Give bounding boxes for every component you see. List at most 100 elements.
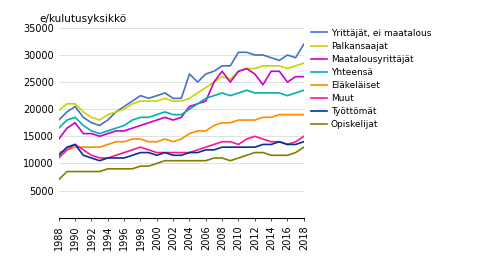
Palkansaajat xyxy=(260,64,266,68)
Opiskelijat xyxy=(236,156,242,160)
Eläkeläiset xyxy=(195,129,200,133)
Yhteensä xyxy=(252,91,258,95)
Eläkeläiset xyxy=(260,116,266,119)
Yhteensä xyxy=(276,91,282,95)
Maatalousyrittäjät xyxy=(252,72,258,76)
Opiskelijat xyxy=(301,145,307,149)
Työttömät xyxy=(105,156,111,160)
Maatalousyrittäjät xyxy=(219,69,225,73)
Palkansaajat xyxy=(293,64,298,68)
Opiskelijat xyxy=(56,178,62,181)
Yrittäjät, ei maatalous xyxy=(80,116,86,119)
Eläkeläiset xyxy=(187,132,193,135)
Palkansaajat xyxy=(252,67,258,70)
Line: Yhteensä: Yhteensä xyxy=(59,90,304,134)
Opiskelijat xyxy=(105,167,111,170)
Maatalousyrittäjät xyxy=(129,126,135,130)
Yhteensä xyxy=(154,113,160,116)
Palkansaajat xyxy=(187,97,193,100)
Palkansaajat xyxy=(146,99,151,103)
Muut xyxy=(170,151,176,154)
Line: Muut: Muut xyxy=(59,136,304,158)
Palkansaajat xyxy=(170,99,176,103)
Palkansaajat xyxy=(121,107,127,111)
Opiskelijat xyxy=(146,164,151,168)
Muut xyxy=(252,135,258,138)
Palkansaajat xyxy=(203,86,209,89)
Maatalousyrittäjät xyxy=(146,121,151,124)
Maatalousyrittäjät xyxy=(113,129,119,133)
Muut xyxy=(301,135,307,138)
Eläkeläiset xyxy=(285,113,291,116)
Opiskelijat xyxy=(285,154,291,157)
Palkansaajat xyxy=(89,116,95,119)
Muut xyxy=(162,151,168,154)
Opiskelijat xyxy=(244,154,249,157)
Eläkeläiset xyxy=(268,116,274,119)
Maatalousyrittäjät xyxy=(105,132,111,135)
Yhteensä xyxy=(285,94,291,97)
Maatalousyrittäjät xyxy=(154,118,160,122)
Työttömät xyxy=(162,151,168,154)
Yhteensä xyxy=(293,91,298,95)
Muut xyxy=(80,148,86,151)
Työttömät xyxy=(121,156,127,160)
Yhteensä xyxy=(268,91,274,95)
Yhteensä xyxy=(146,116,151,119)
Eläkeläiset xyxy=(170,140,176,143)
Yhteensä xyxy=(178,113,184,116)
Muut xyxy=(203,145,209,149)
Muut xyxy=(236,143,242,146)
Yrittäjät, ei maatalous xyxy=(170,97,176,100)
Yhteensä xyxy=(260,91,266,95)
Yrittäjät, ei maatalous xyxy=(211,69,217,73)
Työttömät xyxy=(146,151,151,154)
Yhteensä xyxy=(80,124,86,127)
Yhteensä xyxy=(89,129,95,133)
Muut xyxy=(276,140,282,143)
Eläkeläiset xyxy=(80,145,86,149)
Line: Opiskelijat: Opiskelijat xyxy=(59,147,304,180)
Yrittäjät, ei maatalous xyxy=(219,64,225,68)
Yrittäjät, ei maatalous xyxy=(162,91,168,95)
Maatalousyrittäjät xyxy=(178,116,184,119)
Opiskelijat xyxy=(178,159,184,162)
Opiskelijat xyxy=(80,170,86,173)
Työttömät xyxy=(195,151,200,154)
Työttömät xyxy=(203,148,209,151)
Palkansaajat xyxy=(64,102,70,105)
Eläkeläiset xyxy=(162,137,168,141)
Eläkeläiset xyxy=(236,118,242,122)
Maatalousyrittäjät xyxy=(236,69,242,73)
Opiskelijat xyxy=(195,159,200,162)
Työttömät xyxy=(293,143,298,146)
Muut xyxy=(97,156,102,160)
Line: Yrittäjät, ei maatalous: Yrittäjät, ei maatalous xyxy=(59,44,304,126)
Yhteensä xyxy=(113,126,119,130)
Opiskelijat xyxy=(170,159,176,162)
Eläkeläiset xyxy=(113,140,119,143)
Maatalousyrittäjät xyxy=(64,126,70,130)
Palkansaajat xyxy=(97,118,102,122)
Työttömät xyxy=(64,145,70,149)
Opiskelijat xyxy=(268,154,274,157)
Line: Palkansaajat: Palkansaajat xyxy=(59,63,304,120)
Palkansaajat xyxy=(178,99,184,103)
Maatalousyrittäjät xyxy=(285,80,291,84)
Opiskelijat xyxy=(97,170,102,173)
Yhteensä xyxy=(236,91,242,95)
Yhteensä xyxy=(138,116,144,119)
Palkansaajat xyxy=(162,97,168,100)
Palkansaajat xyxy=(301,61,307,65)
Palkansaajat xyxy=(56,109,62,112)
Muut xyxy=(138,145,144,149)
Opiskelijat xyxy=(121,167,127,170)
Yhteensä xyxy=(97,132,102,135)
Yrittäjät, ei maatalous xyxy=(252,53,258,57)
Line: Työttömät: Työttömät xyxy=(59,142,304,161)
Maatalousyrittäjät xyxy=(293,75,298,78)
Eläkeläiset xyxy=(276,113,282,116)
Opiskelijat xyxy=(211,156,217,160)
Työttömät xyxy=(178,154,184,157)
Muut xyxy=(244,137,249,141)
